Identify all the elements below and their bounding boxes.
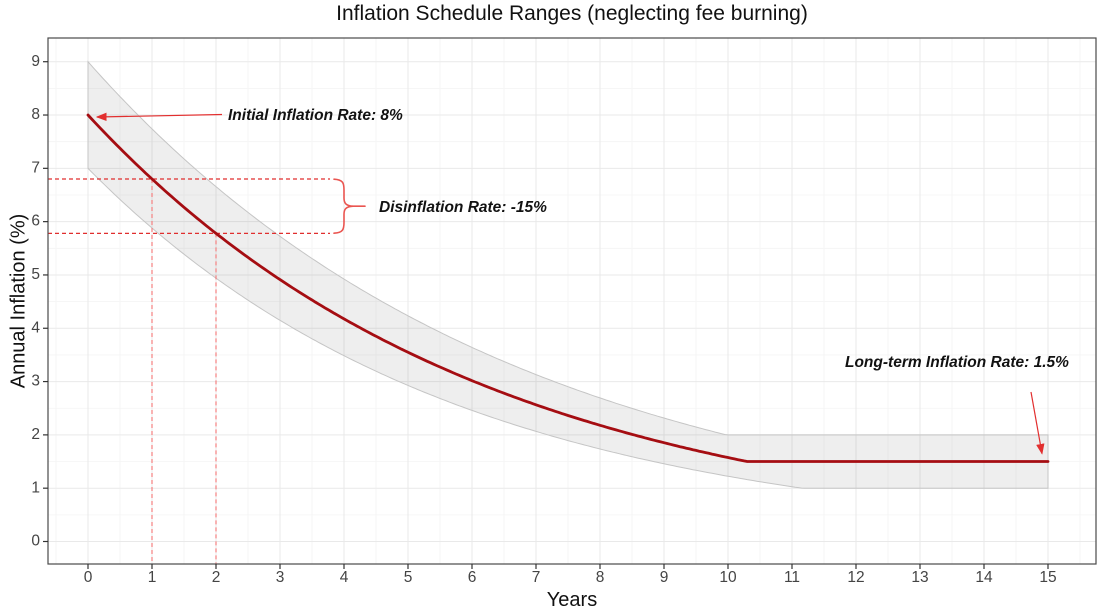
x-tick-label: 2	[212, 569, 221, 586]
panel-background	[48, 38, 1096, 564]
dashed-guide-lines	[48, 178, 330, 564]
x-tick-label: 7	[532, 569, 541, 586]
y-tick-label: 2	[31, 426, 40, 443]
y-tick-label: 9	[31, 53, 40, 70]
expected-inflation-line	[86, 113, 1050, 463]
inflation-curve	[86, 113, 1050, 463]
panel	[48, 38, 1096, 564]
gridlines	[48, 38, 1096, 564]
x-tick-label: 5	[404, 569, 413, 586]
annotation-long-term-rate: Long-term Inflation Rate: 1.5%	[845, 354, 1069, 371]
y-tick-label: 7	[31, 159, 40, 176]
x-tick-label: 8	[596, 569, 605, 586]
x-axis-title: Years	[546, 589, 598, 611]
y-tick-label: 4	[31, 319, 40, 336]
y-tick-label: 3	[31, 373, 40, 390]
x-tick-label: 14	[975, 569, 993, 586]
x-tick-label: 4	[340, 569, 349, 586]
annotation-disinflation-rate: Disinflation Rate: -15%	[379, 199, 547, 216]
annotation-shapes	[95, 112, 1045, 455]
panel-border	[47, 37, 1097, 565]
x-tick-label: 13	[911, 569, 928, 586]
y-tick-label: 1	[31, 479, 40, 496]
chart-title: Inflation Schedule Ranges (neglecting fe…	[336, 2, 808, 25]
initial-rate-arrow	[95, 112, 223, 122]
long-term-rate-arrow	[1030, 391, 1045, 455]
x-tick-label: 6	[468, 569, 477, 586]
panel-border-rect	[47, 37, 1097, 565]
x-tick-label: 11	[784, 569, 800, 586]
x-tick-label: 0	[84, 569, 93, 586]
x-tick-label: 12	[847, 569, 864, 586]
inflation-range-ribbon	[87, 60, 1049, 489]
y-tick-label: 5	[31, 266, 40, 283]
annotation-initial-rate: Initial Inflation Rate: 8%	[228, 107, 403, 124]
x-tick-label: 3	[276, 569, 285, 586]
ribbon-area	[87, 60, 1049, 489]
y-tick-label: 0	[31, 533, 40, 550]
x-tick-label: 9	[660, 569, 669, 586]
x-tick-label: 10	[719, 569, 737, 586]
y-tick-label: 6	[31, 213, 40, 230]
x-tick-label: 15	[1039, 569, 1056, 586]
x-tick-label: 1	[148, 569, 157, 586]
y-tick-label: 8	[31, 106, 40, 123]
